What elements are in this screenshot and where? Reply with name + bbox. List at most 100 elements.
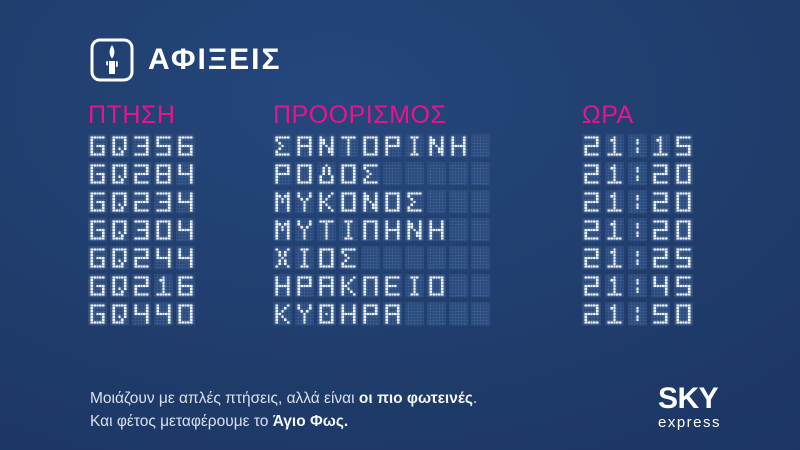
board-tile xyxy=(273,190,292,214)
board-tile-empty xyxy=(471,162,490,186)
board-tile xyxy=(176,190,195,214)
board-tile xyxy=(361,302,380,326)
board-tile-empty xyxy=(449,302,468,326)
arrival-row xyxy=(0,134,800,158)
board-tile xyxy=(361,218,380,242)
board-tile xyxy=(295,134,314,158)
arrivals-board xyxy=(0,134,800,330)
board-tile-empty xyxy=(383,162,402,186)
board-tile xyxy=(427,218,446,242)
board-tile xyxy=(317,302,336,326)
board-tile xyxy=(132,246,151,270)
board-tile xyxy=(317,246,336,270)
board-tile xyxy=(651,274,670,298)
footer-text: . xyxy=(472,390,478,407)
board-tile xyxy=(383,302,402,326)
board-tile xyxy=(110,302,129,326)
arrival-row xyxy=(0,302,800,326)
board-tile xyxy=(154,218,173,242)
board-tile xyxy=(605,274,624,298)
column-header-flight: ΠΤΗΣΗ xyxy=(88,101,176,129)
board-tile xyxy=(88,302,107,326)
board-tile xyxy=(295,218,314,242)
board-tile xyxy=(674,218,693,242)
board-tile-empty xyxy=(471,134,490,158)
board-tile xyxy=(361,190,380,214)
column-header-destination: ΠΡΟΟΡΙΣΜΟΣ xyxy=(273,101,447,129)
board-tile xyxy=(628,218,647,242)
board-tile xyxy=(405,274,424,298)
board-tile xyxy=(674,302,693,326)
board-tile xyxy=(628,302,647,326)
board-tile xyxy=(110,134,129,158)
footer-line-2: Και φέτος μεταφέρουμε το Άγιο Φως. xyxy=(90,410,477,433)
board-tile xyxy=(361,274,380,298)
board-tile-empty xyxy=(383,246,402,270)
board-tile xyxy=(674,246,693,270)
board-tile xyxy=(132,190,151,214)
board-tile-empty xyxy=(471,274,490,298)
board-tile xyxy=(176,218,195,242)
board-tile-empty xyxy=(471,246,490,270)
board-tile xyxy=(132,162,151,186)
board-tile xyxy=(339,218,358,242)
board-tile xyxy=(651,218,670,242)
board-tile-empty xyxy=(405,302,424,326)
board-tile xyxy=(273,274,292,298)
board-tile xyxy=(628,246,647,270)
footer-line-1: Μοιάζουν με απλές πτήσεις, αλλά είναι οι… xyxy=(90,387,477,410)
logo-express-text: express xyxy=(658,414,722,431)
board-tile xyxy=(88,162,107,186)
board-tile xyxy=(582,162,601,186)
header: ΑΦΙΞΕΙΣ xyxy=(90,38,281,82)
board-tile xyxy=(361,162,380,186)
board-tile xyxy=(405,134,424,158)
board-tile xyxy=(132,218,151,242)
board-tile xyxy=(628,274,647,298)
board-tile xyxy=(383,274,402,298)
board-tile xyxy=(273,162,292,186)
board-tile xyxy=(273,134,292,158)
column-header-time: ΩΡΑ xyxy=(582,101,634,129)
board-tile-empty xyxy=(449,162,468,186)
board-tile xyxy=(154,274,173,298)
board-tile-empty xyxy=(449,274,468,298)
footer-text-bold: οι πιο φωτεινές xyxy=(358,390,473,407)
board-tile xyxy=(651,190,670,214)
board-tile xyxy=(273,218,292,242)
board-tile xyxy=(317,162,336,186)
board-tile xyxy=(132,274,151,298)
board-tile xyxy=(88,246,107,270)
board-tile-empty xyxy=(449,218,468,242)
board-tile xyxy=(651,134,670,158)
board-tile xyxy=(383,190,402,214)
board-tile xyxy=(427,274,446,298)
board-tile xyxy=(317,274,336,298)
board-tile-empty xyxy=(427,302,446,326)
board-tile xyxy=(273,246,292,270)
board-tile xyxy=(605,218,624,242)
board-tile xyxy=(317,134,336,158)
board-tile xyxy=(582,246,601,270)
board-tile xyxy=(132,134,151,158)
footer-tagline: Μοιάζουν με απλές πτήσεις, αλλά είναι οι… xyxy=(90,387,477,433)
board-tile xyxy=(605,190,624,214)
board-tile-empty xyxy=(471,218,490,242)
board-tile xyxy=(605,134,624,158)
board-tile xyxy=(110,274,129,298)
board-tile-empty xyxy=(427,190,446,214)
board-tile xyxy=(154,246,173,270)
board-tile xyxy=(383,134,402,158)
board-tile xyxy=(176,134,195,158)
candle-icon xyxy=(90,38,134,82)
board-tile xyxy=(582,134,601,158)
board-tile xyxy=(88,190,107,214)
board-tile xyxy=(176,246,195,270)
board-tile xyxy=(295,162,314,186)
board-tile xyxy=(651,246,670,270)
board-tile xyxy=(154,134,173,158)
board-tile xyxy=(674,162,693,186)
arrival-row xyxy=(0,162,800,186)
board-tile-empty xyxy=(471,302,490,326)
